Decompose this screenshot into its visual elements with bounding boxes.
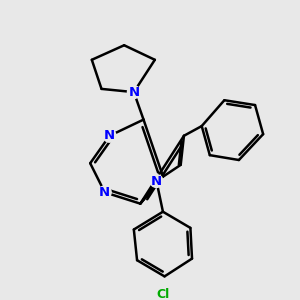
Circle shape: [157, 288, 169, 300]
Text: N: N: [99, 186, 110, 199]
Text: N: N: [128, 85, 140, 99]
Text: N: N: [151, 175, 162, 188]
Circle shape: [150, 175, 163, 188]
Text: N: N: [104, 129, 115, 142]
Circle shape: [128, 86, 140, 98]
Circle shape: [98, 186, 111, 199]
Text: Cl: Cl: [156, 288, 170, 300]
Circle shape: [103, 129, 116, 142]
